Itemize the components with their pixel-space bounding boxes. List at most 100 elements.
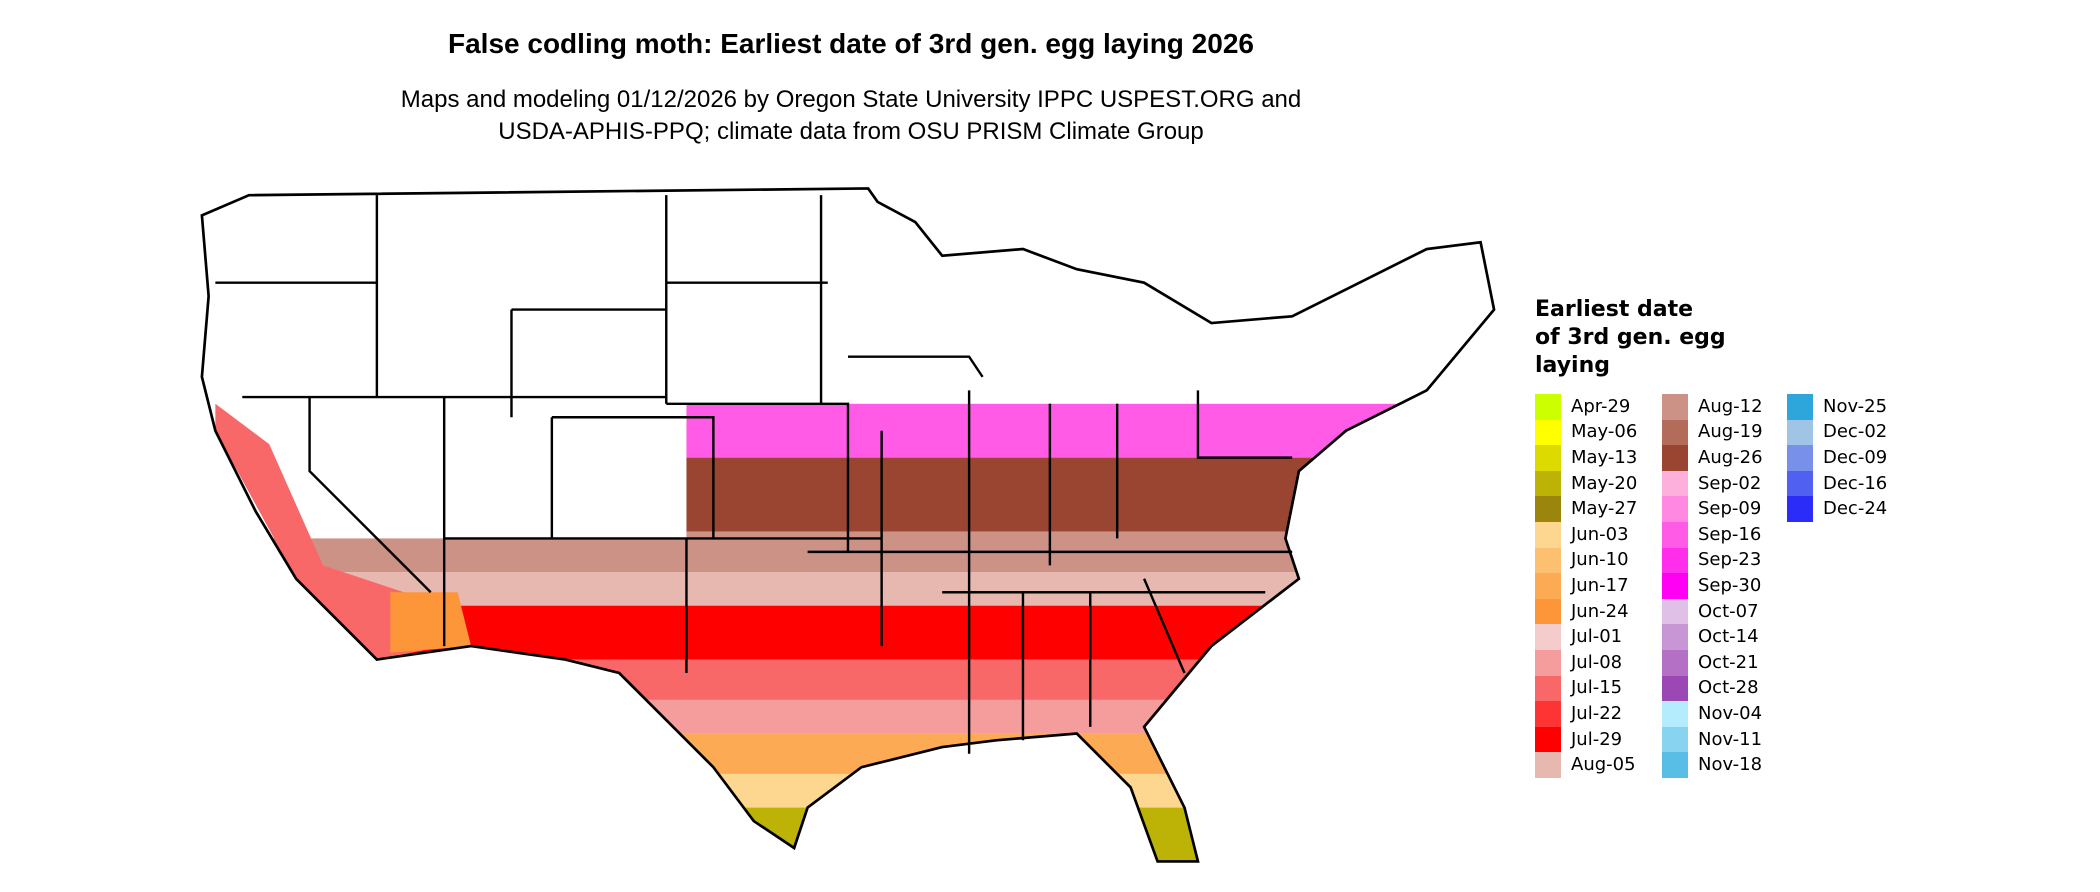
legend-swatch [1535, 624, 1561, 650]
chart-subtitle: Maps and modeling 01/12/2026 by Oregon S… [0, 84, 1702, 148]
legend-item: Oct-28 [1662, 675, 1763, 702]
legend-item: May-27 [1535, 496, 1637, 522]
legend-label: Aug-05 [1571, 754, 1636, 776]
legend-item: May-06 [1535, 419, 1638, 446]
legend-title-line: laying [1535, 353, 1611, 378]
legend-swatch [1535, 598, 1561, 625]
legend-swatch [1662, 649, 1688, 676]
legend-swatch [1662, 726, 1688, 753]
legend-item: Jun-10 [1535, 547, 1637, 574]
legend-swatch [1535, 675, 1561, 702]
legend-item: Oct-21 [1662, 649, 1763, 676]
legend-swatch [1535, 521, 1561, 548]
legend-item: Jun-03 [1535, 521, 1637, 548]
legend-swatch [1535, 470, 1561, 497]
legend-swatch [1662, 394, 1688, 420]
legend-label: Dec-16 [1823, 472, 1888, 494]
legend-swatch [1662, 598, 1688, 625]
legend-item: Sep-02 [1662, 470, 1763, 497]
legend-item: Dec-09 [1787, 445, 1887, 471]
legend-swatch [1662, 521, 1688, 548]
legend-swatch [1662, 675, 1688, 702]
legend-label: May-06 [1571, 421, 1638, 443]
map-band [201, 188, 1495, 404]
legend-label: Dec-09 [1823, 446, 1888, 468]
legend-label: Jun-17 [1571, 574, 1629, 596]
map-band [201, 807, 1495, 862]
legend-swatch [1662, 752, 1688, 778]
legend-swatch [1535, 547, 1561, 574]
legend-item: Jul-15 [1535, 675, 1637, 702]
legend-label: Oct-07 [1698, 600, 1759, 622]
legend-item: Dec-02 [1787, 419, 1888, 446]
legend-swatch [1535, 701, 1561, 727]
legend-item: Aug-05 [1535, 752, 1637, 778]
legend-swatch [1662, 470, 1688, 497]
legend-item: Aug-12 [1662, 394, 1763, 420]
legend-item: Jul-08 [1535, 649, 1637, 676]
legend-label: Dec-02 [1823, 421, 1888, 443]
legend-item: Aug-26 [1662, 445, 1763, 471]
legend-label: Apr-29 [1571, 395, 1631, 417]
legend-swatch [1535, 649, 1561, 676]
legend-swatch [1535, 496, 1561, 522]
legend-swatch [1787, 445, 1813, 471]
map-band [201, 699, 1495, 734]
legend-item: Jun-24 [1535, 598, 1637, 625]
legend-swatch [1787, 496, 1813, 522]
map-band [201, 773, 1495, 808]
legend-item: Dec-16 [1787, 470, 1888, 497]
legend-item: Apr-29 [1535, 394, 1637, 420]
map-southwest-region [215, 403, 445, 660]
legend-swatch [1662, 547, 1688, 574]
legend-item: Nov-18 [1662, 752, 1763, 778]
chart-title: False codling moth: Earliest date of 3rd… [448, 28, 1254, 59]
legend-swatch [1662, 573, 1688, 599]
legend-label: Nov-18 [1698, 754, 1763, 776]
legend-title: Earliest date of 3rd gen. egg laying [1535, 296, 1775, 380]
legend-item: Jul-29 [1535, 726, 1637, 753]
legend-item: May-20 [1535, 470, 1637, 497]
legend-swatch [1787, 470, 1813, 497]
legend-item: May-13 [1535, 445, 1637, 471]
map-fill [201, 188, 1495, 862]
legend-label: Aug-19 [1698, 421, 1763, 443]
legend-label: Jul-08 [1571, 651, 1623, 673]
legend-item: Sep-23 [1662, 547, 1763, 574]
legend-label: Aug-12 [1698, 395, 1763, 417]
legend-swatch [1787, 419, 1813, 446]
map-arizona-desert [390, 592, 472, 653]
legend-swatch [1535, 419, 1561, 446]
legend-label: Sep-23 [1698, 549, 1762, 571]
legend-label: Jun-03 [1571, 523, 1629, 545]
legend-label: Nov-25 [1823, 395, 1888, 417]
legend-swatch [1535, 573, 1561, 599]
legend-swatch [1662, 419, 1688, 446]
legend-label: Jun-24 [1571, 600, 1629, 622]
legend-swatch [1662, 445, 1688, 471]
legend-label: Jun-10 [1571, 549, 1629, 571]
legend-label: Jul-22 [1571, 702, 1623, 724]
legend-label: Jul-29 [1571, 728, 1623, 750]
legend-label: Aug-26 [1698, 446, 1763, 468]
legend-label: Oct-21 [1698, 651, 1759, 673]
legend-label: Sep-30 [1698, 574, 1762, 596]
legend-item: Oct-14 [1662, 624, 1763, 650]
legend-label: Dec-24 [1823, 498, 1888, 520]
legend-item: Sep-09 [1662, 496, 1763, 522]
legend-swatch [1662, 701, 1688, 727]
legend-item: Aug-19 [1662, 419, 1763, 446]
legend-item: Jul-22 [1535, 701, 1637, 727]
legend-item: Nov-25 [1787, 394, 1887, 420]
legend-column: Apr-29 May-06 May-13 May-20 May-27 Jun-03 Jun-… [1535, 394, 1637, 778]
legend-label: Oct-28 [1698, 677, 1759, 699]
legend-swatch [1535, 726, 1561, 753]
legend-label: May-27 [1571, 498, 1638, 520]
legend-swatch [1535, 752, 1561, 778]
legend-item: Jun-17 [1535, 573, 1637, 599]
legend-item: Oct-07 [1662, 598, 1763, 625]
legend-swatch [1535, 394, 1561, 420]
legend-title-line: of 3rd gen. egg [1535, 325, 1726, 350]
legend: Earliest date of 3rd gen. egg laying Apr… [1535, 296, 1887, 778]
